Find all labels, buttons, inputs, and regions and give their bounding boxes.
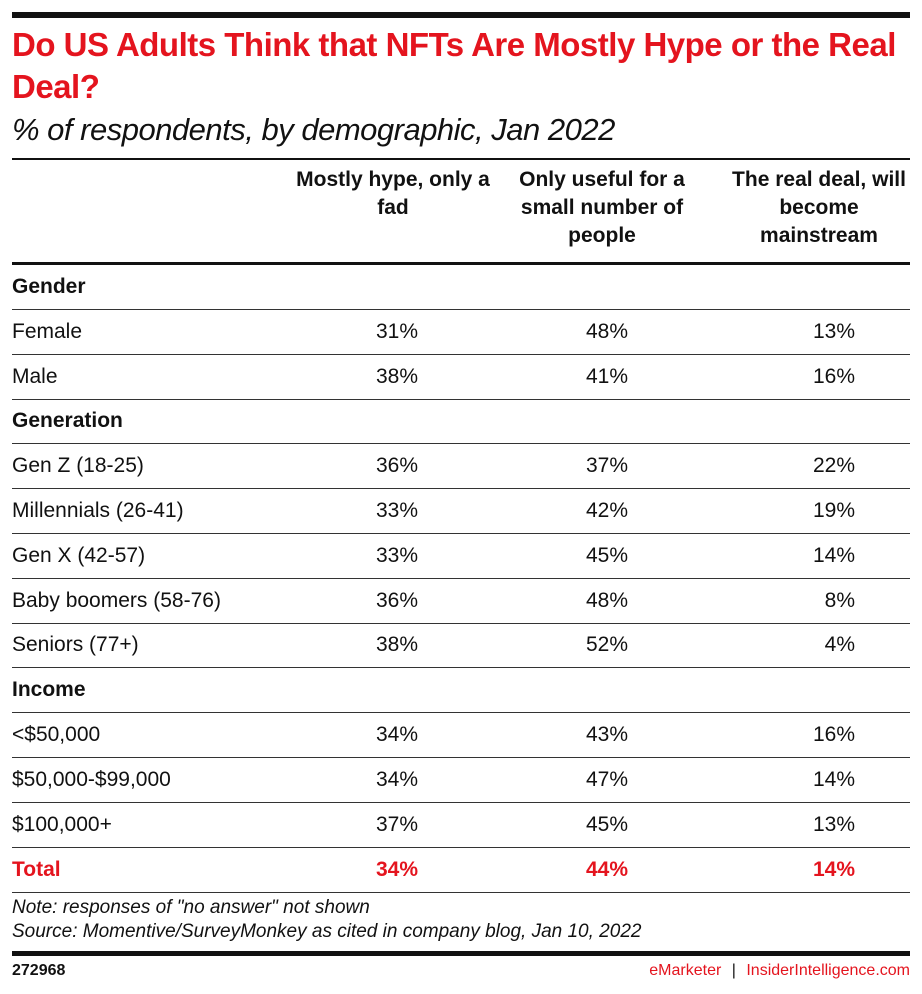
table-row: Gen X (42-57) 33% 45% 14%: [12, 534, 910, 579]
value-cell: 45%: [585, 812, 628, 836]
column-header-hype: Mostly hype, only a fad: [296, 168, 490, 219]
value-cell: 34%: [375, 767, 418, 791]
table-row: Female 31% 48% 13%: [12, 310, 910, 355]
value-cell: 4%: [824, 633, 855, 657]
value-cell: 19%: [812, 499, 855, 522]
value-cell: 47%: [585, 767, 628, 791]
value-cell: 13%: [812, 812, 855, 836]
value-cell: 8%: [824, 588, 855, 612]
header-rule: [12, 158, 910, 160]
value-cell: 22%: [812, 454, 855, 478]
value-cell: 14%: [812, 858, 855, 882]
table-row: Gen Z (18-25) 36% 37% 22%: [12, 444, 910, 490]
value-cell: 13%: [812, 319, 855, 343]
value-cell: 48%: [585, 319, 628, 343]
table-header-rule: [12, 262, 910, 265]
value-cell: 14%: [812, 543, 855, 567]
value-cell: 42%: [585, 499, 628, 522]
column-header-real-deal: The real deal, will become mainstream: [732, 168, 906, 247]
source: Source: Momentive/SurveyMonkey as cited …: [12, 921, 642, 942]
row-label: Female: [12, 319, 83, 343]
section-header-row: Gender: [12, 265, 910, 310]
row-label: $100,000+: [12, 812, 112, 836]
table-row: Baby boomers (58-76) 36% 48% 8%: [12, 579, 910, 624]
row-label: Income: [12, 678, 86, 702]
section-header-row: Generation: [12, 399, 910, 445]
value-cell: 41%: [585, 364, 628, 388]
value-cell: 44%: [585, 858, 628, 882]
table-row: Male 38% 41% 16%: [12, 355, 910, 400]
brand-site: InsiderIntelligence.com: [746, 962, 910, 979]
table-row: <$50,000 34% 43% 16%: [12, 713, 910, 758]
row-label: Millennials (26-41): [12, 499, 184, 522]
section-header-row: Income: [12, 668, 910, 714]
row-label: Gen Z (18-25): [12, 454, 144, 478]
table-row: Seniors (77+) 38% 52% 4%: [12, 623, 910, 669]
value-cell: 33%: [375, 499, 418, 522]
row-label: Generation: [12, 409, 123, 433]
row-label: Male: [12, 364, 58, 388]
table-row: $100,000+ 37% 45% 13%: [12, 803, 910, 848]
value-cell: 45%: [585, 543, 628, 567]
total-row: Total 34% 44% 14%: [12, 847, 910, 894]
row-label: Total: [12, 858, 61, 882]
value-cell: 43%: [585, 723, 628, 746]
value-cell: 36%: [375, 454, 418, 478]
row-label: $50,000-$99,000: [12, 767, 171, 791]
value-cell: 48%: [585, 588, 628, 612]
column-header-useful: Only useful for a small number of people: [519, 168, 685, 247]
value-cell: 31%: [375, 319, 418, 343]
value-cell: 38%: [375, 364, 418, 388]
row-label: Gen X (42-57): [12, 543, 146, 567]
value-cell: 14%: [812, 767, 855, 791]
value-cell: 52%: [585, 633, 628, 657]
value-cell: 36%: [375, 588, 418, 612]
row-label: Baby boomers (58-76): [12, 588, 221, 612]
footer-brand: eMarketer | InsiderIntelligence.com: [649, 962, 910, 980]
value-cell: 38%: [375, 633, 418, 657]
chart-subtitle: % of respondents, by demographic, Jan 20…: [12, 112, 615, 147]
chart-title: Do US Adults Think that NFTs Are Mostly …: [12, 26, 896, 105]
value-cell: 16%: [812, 723, 855, 746]
row-label: Seniors (77+): [12, 633, 139, 657]
note: Note: responses of "no answer" not shown: [12, 897, 370, 918]
value-cell: 16%: [812, 364, 855, 388]
chart-id: 272968: [12, 962, 66, 979]
value-cell: 33%: [375, 543, 418, 567]
value-cell: 37%: [375, 812, 418, 836]
value-cell: 34%: [375, 858, 418, 882]
table-row: $50,000-$99,000 34% 47% 14%: [12, 758, 910, 803]
value-cell: 37%: [585, 454, 628, 478]
table-row: Millennials (26-41) 33% 42% 19%: [12, 489, 910, 534]
row-label: Gender: [12, 275, 86, 298]
row-label: <$50,000: [12, 723, 101, 746]
value-cell: 34%: [375, 723, 418, 746]
footer-separator: |: [731, 962, 736, 979]
top-rule: [12, 12, 910, 18]
bottom-rule: [12, 951, 910, 956]
brand-emarketer: eMarketer: [649, 962, 722, 979]
